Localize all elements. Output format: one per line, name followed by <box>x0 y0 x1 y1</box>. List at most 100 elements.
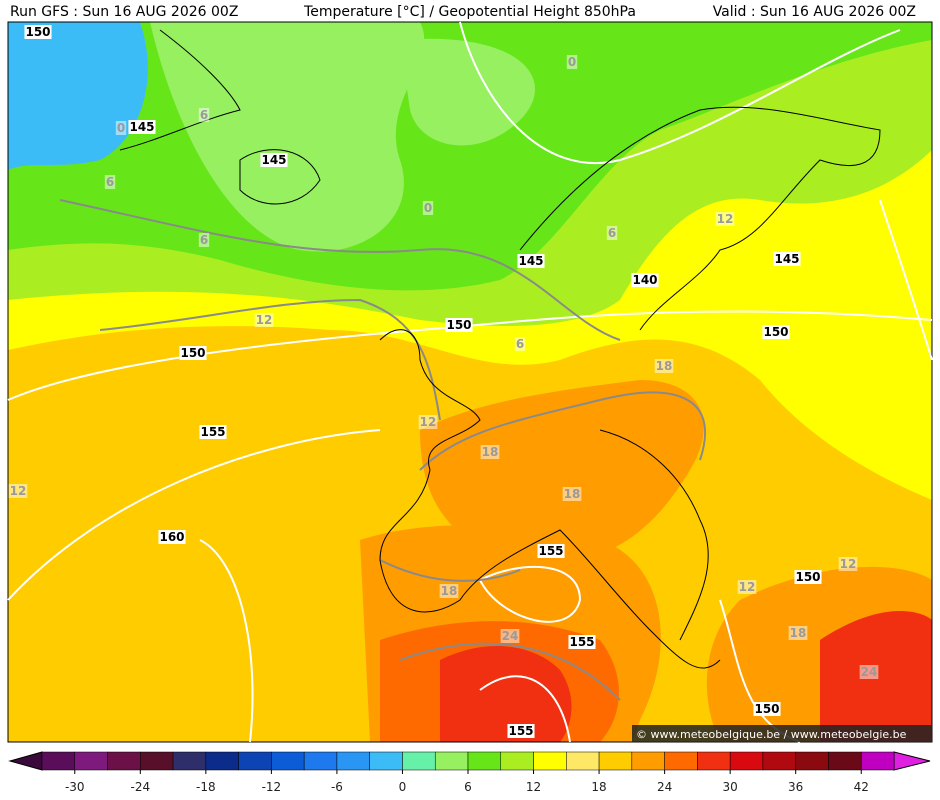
colorbar-segment <box>828 751 862 771</box>
contour-label-bg <box>104 175 116 189</box>
colorbar-segment <box>467 751 502 771</box>
contour-label-bg <box>260 153 288 167</box>
contour-label-bg <box>179 346 207 360</box>
colorbar-segment <box>664 751 698 771</box>
colorbar-label: -24 <box>131 780 151 794</box>
contour-label: 155 <box>508 724 533 738</box>
contour-label-bg <box>254 313 274 327</box>
contour-label-bg <box>8 484 28 498</box>
colorbar-segment <box>500 751 534 771</box>
contour-label-bg <box>514 337 526 351</box>
contour-label: 160 <box>159 530 184 544</box>
colorbar-over <box>893 751 931 771</box>
colorbar-segment <box>369 751 403 771</box>
colorbar-segment <box>238 751 272 771</box>
colorbar-segment <box>598 751 633 771</box>
contour-label: 6 <box>106 175 114 189</box>
contour-label: 0 <box>117 121 125 135</box>
contour-label: 24 <box>861 665 878 679</box>
contour-label-bg <box>422 201 434 215</box>
colorbar-label: 30 <box>723 780 738 794</box>
colorbar-label: 0 <box>399 780 407 794</box>
contour-label: 6 <box>516 337 524 351</box>
contour-label: 155 <box>569 635 594 649</box>
contour-label: 12 <box>420 415 437 429</box>
contour-label: 12 <box>10 484 27 498</box>
contour-label: 18 <box>656 359 673 373</box>
contour-label-bg <box>198 108 210 122</box>
contour-label-bg <box>794 570 822 584</box>
contour-label-bg <box>439 584 459 598</box>
colorbar-segment <box>41 751 76 771</box>
contour-label: 12 <box>256 313 273 327</box>
contour-label-bg <box>654 359 674 373</box>
contour-label: 145 <box>261 153 286 167</box>
contour-label: 155 <box>200 425 225 439</box>
colorbar-label: -6 <box>331 780 343 794</box>
contour-label: 145 <box>774 252 799 266</box>
contour-label-bg <box>445 318 473 332</box>
colorbar-segment <box>697 751 731 771</box>
contour-label: 0 <box>568 55 576 69</box>
contour-label-bg <box>762 325 790 339</box>
credit: © www.meteobelgique.be / www.meteobelgie… <box>636 728 907 741</box>
contour-label: 145 <box>518 254 543 268</box>
colorbar-segment <box>402 751 436 771</box>
contour-label-bg <box>480 445 500 459</box>
contour-label-bg <box>838 557 858 571</box>
colorbar-segment <box>336 751 370 771</box>
contour-label-bg <box>753 702 781 716</box>
contour-label: 0 <box>424 201 432 215</box>
colorbar-segment <box>631 751 665 771</box>
contour-label-bg <box>537 544 565 558</box>
colorbar-segment <box>205 751 239 771</box>
contour-label: 150 <box>446 318 471 332</box>
contour-label: 150 <box>25 25 50 39</box>
colorbar-segment <box>729 751 764 771</box>
contour-label: 150 <box>763 325 788 339</box>
contour-label-bg <box>631 273 659 287</box>
run-label: Run GFS : Sun 16 AUG 2026 00Z <box>10 4 238 20</box>
contour-label-bg <box>517 254 545 268</box>
contour-label-bg <box>199 425 227 439</box>
contour-label-bg <box>115 121 127 135</box>
colorbar-segment <box>271 751 305 771</box>
contour-label-bg <box>715 212 735 226</box>
contour-label: 150 <box>754 702 779 716</box>
contour-label-bg <box>128 120 156 134</box>
contour-label-bg <box>562 487 582 501</box>
contour-label: 150 <box>795 570 820 584</box>
contour-label-bg <box>500 629 520 643</box>
contour-label: 18 <box>790 626 807 640</box>
valid-label: Valid : Sun 16 AUG 2026 00Z <box>713 4 916 20</box>
colorbar-label: -12 <box>262 780 282 794</box>
colorbar-segment <box>74 751 108 771</box>
contour-label: 6 <box>200 108 208 122</box>
colorbar-segment <box>140 751 174 771</box>
colorbar-segment <box>533 751 567 771</box>
contour-label: 145 <box>129 120 154 134</box>
colorbar-segment <box>860 751 895 771</box>
contour-label: 18 <box>564 487 581 501</box>
credit-bg <box>632 725 932 742</box>
colorbar-segment <box>795 751 829 771</box>
contour-label: 12 <box>739 580 756 594</box>
contour-label: 6 <box>200 233 208 247</box>
colorbar-label: 42 <box>854 780 869 794</box>
contour-label-bg <box>859 665 879 679</box>
contour-label-bg <box>568 635 596 649</box>
colorbar-label: 6 <box>464 780 472 794</box>
contour-label-bg <box>418 415 438 429</box>
contour-label: 6 <box>608 226 616 240</box>
colorbar-label: 18 <box>591 780 606 794</box>
colorbar-under <box>8 751 43 771</box>
colorbar-label: -18 <box>196 780 216 794</box>
map-field <box>7 21 933 743</box>
contour-label: 12 <box>717 212 734 226</box>
colorbar-segment <box>566 751 600 771</box>
contour-label-bg <box>507 724 535 738</box>
colorbar-label: 12 <box>526 780 541 794</box>
contour-label-bg <box>606 226 618 240</box>
contour-label: 24 <box>502 629 519 643</box>
